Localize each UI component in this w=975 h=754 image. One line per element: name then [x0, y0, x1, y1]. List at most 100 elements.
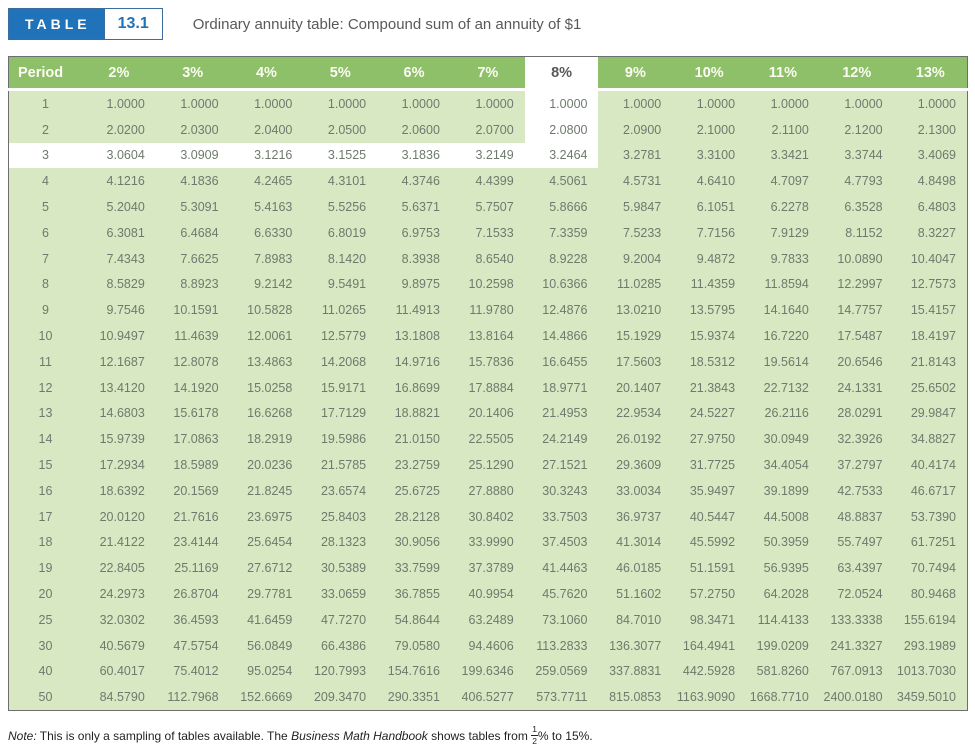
table-row-period-6: 6 6.3081 6.4684 6.6330 6.8019 6.9753 7.1533 7.3… — [8, 219, 968, 246]
value-cell: 11.4359 — [672, 271, 747, 298]
value-cell: 8.1152 — [819, 219, 894, 246]
column-header-3pct: 3% — [155, 56, 230, 91]
value-cell: 51.1602 — [598, 581, 673, 607]
value-cell: 28.2128 — [377, 503, 451, 530]
column-header-5pct: 5% — [303, 56, 378, 91]
value-cell: 2.0400 — [229, 116, 304, 143]
value-cell: 46.6717 — [893, 477, 968, 504]
footnote: Note: This is only a sampling of tables … — [8, 725, 975, 745]
value-cell: 199.6346 — [450, 658, 525, 685]
period-cell: 19 — [8, 555, 82, 582]
value-cell: 25.6502 — [893, 374, 968, 401]
value-cell: 10.5828 — [229, 297, 304, 324]
period-cell: 11 — [8, 348, 82, 375]
value-cell: 8.8923 — [155, 271, 230, 298]
value-cell: 26.8704 — [155, 581, 230, 607]
period-cell: 13 — [8, 400, 82, 427]
value-cell: 84.5790 — [82, 684, 156, 711]
value-cell: 4.6410 — [672, 168, 747, 195]
value-cell: 17.0863 — [155, 426, 230, 453]
value-cell: 16.6455 — [524, 348, 599, 375]
period-cell: 17 — [8, 503, 82, 530]
value-cell: 20.1406 — [450, 400, 525, 427]
value-cell: 17.5487 — [819, 323, 894, 349]
value-cell: 120.7993 — [303, 658, 378, 685]
value-cell: 5.5256 — [303, 194, 378, 220]
value-cell: 3.0604 — [82, 142, 156, 169]
value-cell: 17.8884 — [450, 374, 525, 401]
value-cell: 114.4133 — [746, 606, 820, 633]
value-cell: 2.0900 — [598, 116, 673, 143]
value-cell: 30.9056 — [377, 529, 451, 556]
value-cell: 32.0302 — [82, 606, 156, 633]
value-cell: 18.4197 — [893, 323, 968, 349]
value-cell: 70.7494 — [893, 555, 968, 582]
value-cell: 2.1200 — [819, 116, 894, 143]
value-cell: 22.8405 — [82, 555, 156, 582]
period-cell: 25 — [8, 606, 82, 633]
value-cell: 24.1331 — [819, 374, 894, 401]
value-cell: 7.8983 — [229, 245, 304, 272]
value-cell: 22.5505 — [450, 426, 525, 453]
value-cell: 12.1687 — [82, 348, 156, 375]
value-cell: 37.2797 — [819, 452, 894, 478]
value-cell: 1.0000 — [82, 89, 156, 117]
value-cell: 5.8666 — [524, 194, 599, 220]
value-cell: 36.9737 — [598, 503, 673, 530]
value-cell: 442.5928 — [672, 658, 747, 685]
value-cell: 2.0300 — [155, 116, 230, 143]
column-header-period: Period — [8, 56, 82, 91]
value-cell: 3.1216 — [229, 142, 304, 169]
value-cell: 10.0890 — [819, 245, 894, 272]
value-cell: 29.7781 — [229, 581, 304, 607]
value-cell: 33.7599 — [377, 555, 451, 582]
value-cell: 10.6366 — [524, 271, 599, 298]
value-cell: 63.4397 — [819, 555, 894, 582]
value-cell: 23.4144 — [155, 529, 230, 556]
value-cell: 11.4913 — [377, 297, 451, 324]
value-cell: 2.0700 — [450, 116, 525, 143]
value-cell: 1668.7710 — [746, 684, 820, 711]
value-cell: 18.8821 — [377, 400, 451, 427]
value-cell: 72.0524 — [819, 581, 894, 607]
value-cell: 23.2759 — [377, 452, 451, 478]
table-row-period-3: 3 3.0604 3.0909 3.1216 3.1525 3.1836 3.2149 3.2… — [8, 142, 968, 169]
value-cell: 40.4174 — [893, 452, 968, 478]
value-cell: 7.4343 — [82, 245, 156, 272]
value-cell: 11.0265 — [303, 297, 378, 324]
table-badge-label: TABLE — [9, 9, 104, 39]
value-cell: 3.2781 — [598, 142, 673, 169]
value-cell: 21.4953 — [524, 400, 599, 427]
value-cell: 11.8594 — [746, 271, 820, 298]
value-cell: 16.8699 — [377, 374, 451, 401]
value-cell: 18.2919 — [229, 426, 304, 453]
value-cell: 4.5061 — [524, 168, 599, 195]
table-row-period-18: 18 21.4122 23.4144 25.6454 28.1323 30.9056 33.… — [8, 529, 968, 556]
value-cell: 4.7793 — [819, 168, 894, 195]
period-cell: 16 — [8, 477, 82, 504]
value-cell: 42.7533 — [819, 477, 894, 504]
period-cell: 18 — [8, 529, 82, 556]
value-cell: 25.6725 — [377, 477, 451, 504]
table-row-period-11: 11 12.1687 12.8078 13.4863 14.2068 14.9716 15.… — [8, 348, 968, 375]
value-cell: 9.4872 — [672, 245, 747, 272]
value-cell: 15.7836 — [450, 348, 525, 375]
value-cell: 20.0120 — [82, 503, 156, 530]
value-cell: 3.3100 — [672, 142, 747, 169]
value-cell: 6.3528 — [819, 194, 894, 220]
value-cell: 28.1323 — [303, 529, 378, 556]
value-cell: 8.9228 — [524, 245, 599, 272]
title-bar: TABLE 13.1 Ordinary annuity table: Compo… — [0, 0, 975, 41]
value-cell: 33.0659 — [303, 581, 378, 607]
value-cell: 50.3959 — [746, 529, 820, 556]
footnote-text-3: % to 15%. — [537, 729, 593, 744]
value-cell: 51.1591 — [672, 555, 747, 582]
value-cell: 1.0000 — [377, 89, 451, 117]
value-cell: 2.0600 — [377, 116, 451, 143]
value-cell: 1013.7030 — [893, 658, 968, 685]
value-cell: 21.8245 — [229, 477, 304, 504]
value-cell: 39.1899 — [746, 477, 820, 504]
value-cell: 7.6625 — [155, 245, 230, 272]
table-body: 1 1.0000 1.0000 1.0000 1.0000 1.0000 1.0000 1.0… — [8, 89, 968, 711]
value-cell: 155.6194 — [893, 606, 968, 633]
